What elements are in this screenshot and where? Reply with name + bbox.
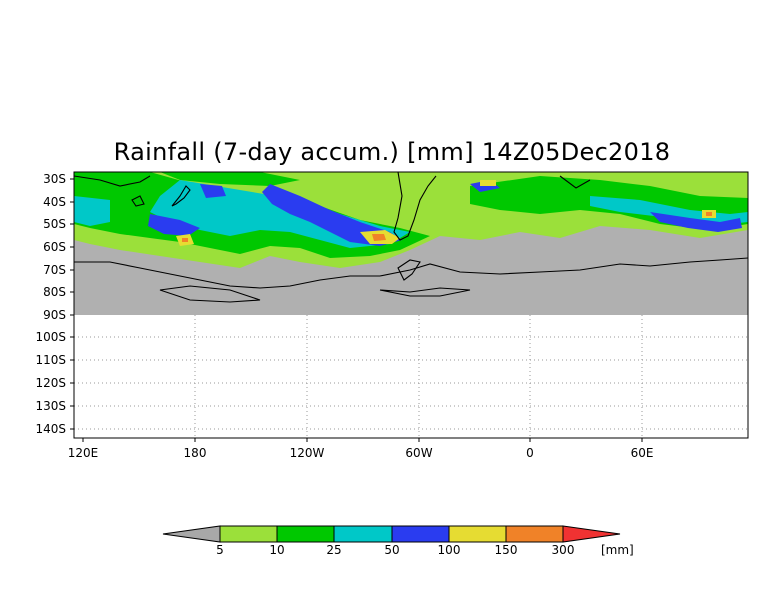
lat-label: 140S [35,422,66,436]
colorbar-swatch [391,525,450,543]
colorbar-swatch [276,525,335,543]
lon-label: 60W [405,446,432,460]
colorbar-swatch [333,525,393,543]
lat-label: 110S [35,353,66,367]
lat-label: 40S [43,195,66,209]
colorbar [162,525,621,543]
lat-label: 30S [43,172,66,186]
longitude-labels: 120E 180 120W 60W 0 60E [68,446,654,460]
lat-label: 80S [43,285,66,299]
colorbar-level: 5 [216,543,224,557]
lat-label: 130S [35,399,66,413]
colorbar-labels: 5 10 25 50 100 150 300 [mm] [216,543,634,557]
coastlines [74,172,748,303]
tick-marks [70,178,643,442]
rain-field [74,172,748,268]
map-title: Rainfall (7-day accum.) [mm] 14Z05Dec201… [113,138,671,166]
colorbar-level: 300 [552,543,575,557]
grid [74,315,748,438]
colorbar-level: 10 [269,543,284,557]
colorbar-swatch [505,525,564,543]
lat-label: 50S [43,217,66,231]
colorbar-level: 25 [326,543,341,557]
lat-label: 60S [43,240,66,254]
colorbar-level: 100 [438,543,461,557]
colorbar-below-triangle [162,525,221,543]
colorbar-swatch [219,525,278,543]
lat-label: 100S [35,330,66,344]
colorbar-level: 50 [384,543,399,557]
colorbar-level: 150 [495,543,518,557]
colorbar-above-triangle [562,525,621,543]
lat-label: 90S [43,308,66,322]
lat-label: 120S [35,376,66,390]
lon-label: 180 [184,446,207,460]
lat-label: 70S [43,263,66,277]
lon-label: 120E [68,446,99,460]
colorbar-unit: [mm] [601,543,634,557]
colorbar-swatch [448,525,507,543]
lon-label: 60E [631,446,654,460]
lon-label: 120W [290,446,325,460]
latitude-labels: 30S 40S 50S 60S 70S 80S 90S 100S 110S 12… [35,172,66,436]
lon-label: 0 [526,446,534,460]
map-frame [73,171,749,439]
